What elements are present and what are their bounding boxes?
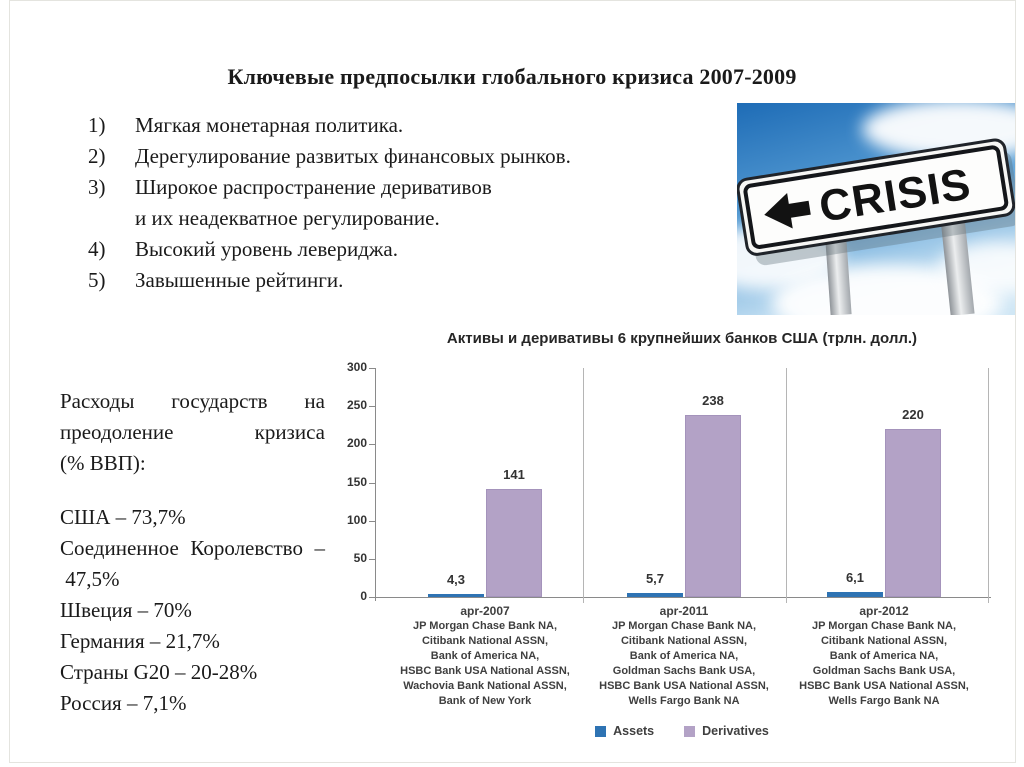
bank-name-label: Wells Fargo Bank NA [628, 695, 740, 707]
bar-assets-apr-2011 [627, 593, 683, 597]
bar-derivatives-apr-2012 [885, 429, 941, 597]
chart-legend: Assets Derivatives [375, 724, 989, 738]
costs-heading: Расходы государств на преодоление кризис… [60, 389, 325, 475]
y-axis-tick-label: 50 [353, 550, 367, 565]
cost-item: Россия – 7,1% [60, 691, 187, 715]
category-separator-line [786, 368, 787, 603]
legend-swatch-assets [595, 725, 607, 737]
bank-name-label: Goldman Sachs Bank USA, [612, 665, 756, 677]
sign-post-right [939, 207, 975, 315]
bar-value-label: 5,7 [645, 571, 665, 586]
cost-item: США – 73,7% [60, 505, 186, 529]
crisis-sign-illustration: CRISIS [737, 103, 1015, 315]
crisis-photo: CRISIS [737, 103, 1015, 315]
bar-derivatives-apr-2007 [486, 489, 542, 597]
x-category-label: apr-2012 [859, 604, 909, 618]
cost-item: Швеция – 70% [60, 598, 192, 622]
list-item-number: 1) [88, 113, 106, 137]
bank-name-label: HSBC Bank USA National ASSN, [799, 680, 969, 692]
slide-title: Ключевые предпосылки глобального кризиса… [227, 64, 797, 89]
bank-name-label: Goldman Sachs Bank USA, [812, 665, 956, 677]
bank-name-label: Wells Fargo Bank NA [828, 695, 940, 707]
costs-items: США – 73,7% Соединенное Королевство – 47,… [60, 502, 325, 719]
bar-value-label: 238 [702, 393, 724, 408]
list-item-text: Дерегулирование развитых финансовых рынк… [135, 144, 571, 168]
x-category-label: apr-2011 [659, 604, 709, 618]
costs-block: Расходы государств на преодоление кризис… [60, 386, 325, 719]
list-item-4: 4) Высокий уровень левериджа. [88, 234, 758, 265]
bank-name-label: JP Morgan Chase Bank NA, [611, 620, 757, 632]
cost-item: Германия – 21,7% [60, 629, 220, 653]
y-axis-tick-label: 0 [360, 589, 367, 603]
bar-assets-apr-2007 [428, 594, 484, 597]
list-item-number: 3) [88, 175, 106, 199]
bank-name-label: JP Morgan Chase Bank NA, [811, 620, 957, 632]
legend-swatch-derivatives [684, 725, 696, 737]
bank-name-label: Bank of America NA, [829, 650, 939, 662]
bar-value-label: 220 [902, 407, 924, 422]
y-axis-tick-mark [369, 482, 375, 484]
y-axis-tick-label: 100 [346, 512, 367, 527]
category-separator-line [988, 368, 989, 603]
legend-item-derivatives: Derivatives [684, 724, 769, 738]
road-sign: CRISIS [737, 138, 1015, 266]
list-item-text: Мягкая монетарная политика. [135, 113, 404, 137]
y-axis-tick-label: 200 [346, 436, 367, 451]
bank-name-label: Bank of New York [438, 695, 532, 707]
bank-name-label: Bank of America NA, [629, 650, 739, 662]
chart-title: Активы и деривативы 6 крупнейших банков … [446, 330, 918, 347]
key-factors-list: 1) Мягкая монетарная политика. 2) Дерегулир… [88, 110, 758, 296]
list-item-1: 1) Мягкая монетарная политика. [88, 110, 758, 141]
x-category-label: apr-2007 [460, 604, 510, 618]
bank-name-label: HSBC Bank USA National ASSN, [400, 665, 570, 677]
y-axis-tick-mark [369, 597, 375, 598]
bar-value-label: 141 [503, 467, 525, 482]
x-label-block-apr-2012: apr-2012 JP Morgan Chase Bank NA, Citibank… [769, 603, 999, 709]
y-axis-tick-mark [369, 558, 375, 560]
bank-name-label: Wachovia Bank National ASSN, [403, 680, 567, 692]
cost-item: Страны G20 – 20-28% [60, 660, 258, 684]
sign-inner-border [743, 145, 1009, 249]
list-item-number: 4) [88, 237, 106, 261]
bar-value-label: 6,1 [845, 570, 865, 585]
left-arrow-icon [764, 193, 811, 229]
list-item-number: 5) [88, 268, 106, 292]
category-separator-line [583, 368, 584, 603]
list-item-3: 3) Широкое распространение деривативов и … [88, 172, 758, 234]
bar-value-label: 4,3 [446, 572, 466, 587]
legend-label: Derivatives [702, 724, 769, 738]
bank-name-label: Citibank National ASSN, [421, 635, 549, 647]
y-axis-tick-label: 250 [346, 398, 367, 413]
legend-item-assets: Assets [595, 724, 654, 738]
bar-assets-apr-2012 [827, 592, 883, 597]
legend-label: Assets [613, 724, 655, 738]
list-item-text: Высокий уровень левериджа. [135, 237, 398, 261]
list-item-text: Широкое распространение деривативов и их… [135, 175, 492, 230]
cost-item: Соединенное Королевство – 47,5% [60, 536, 325, 591]
x-label-block-apr-2007: apr-2007 JP Morgan Chase Bank NA, Citibank… [370, 603, 600, 709]
bank-name-label: HSBC Bank USA National ASSN, [599, 680, 769, 692]
y-axis-tick-mark [369, 444, 375, 446]
list-item-5: 5) Завышенные рейтинги. [88, 265, 758, 296]
list-item-text: Завышенные рейтинги. [135, 268, 344, 292]
x-axis-line [375, 597, 991, 598]
list-item-2: 2) Дерегулирование развитых финансовых ры… [88, 141, 758, 172]
y-axis-line [375, 368, 376, 601]
bank-name-label: Bank of America NA, [430, 650, 540, 662]
bank-name-label: Citibank National ASSN, [820, 635, 948, 647]
y-axis-tick-mark [369, 406, 375, 408]
y-axis-tick-mark [369, 520, 375, 522]
bar-derivatives-apr-2011 [685, 415, 741, 597]
bank-name-label: Citibank National ASSN, [620, 635, 748, 647]
y-axis-tick-mark [369, 368, 375, 369]
x-label-block-apr-2011: apr-2011 JP Morgan Chase Bank NA, Citibank… [569, 603, 799, 709]
bank-name-label: JP Morgan Chase Bank NA, [412, 620, 558, 632]
list-item-number: 2) [88, 144, 106, 168]
y-axis-tick-label: 300 [346, 360, 367, 374]
y-axis-tick-label: 150 [346, 474, 367, 489]
